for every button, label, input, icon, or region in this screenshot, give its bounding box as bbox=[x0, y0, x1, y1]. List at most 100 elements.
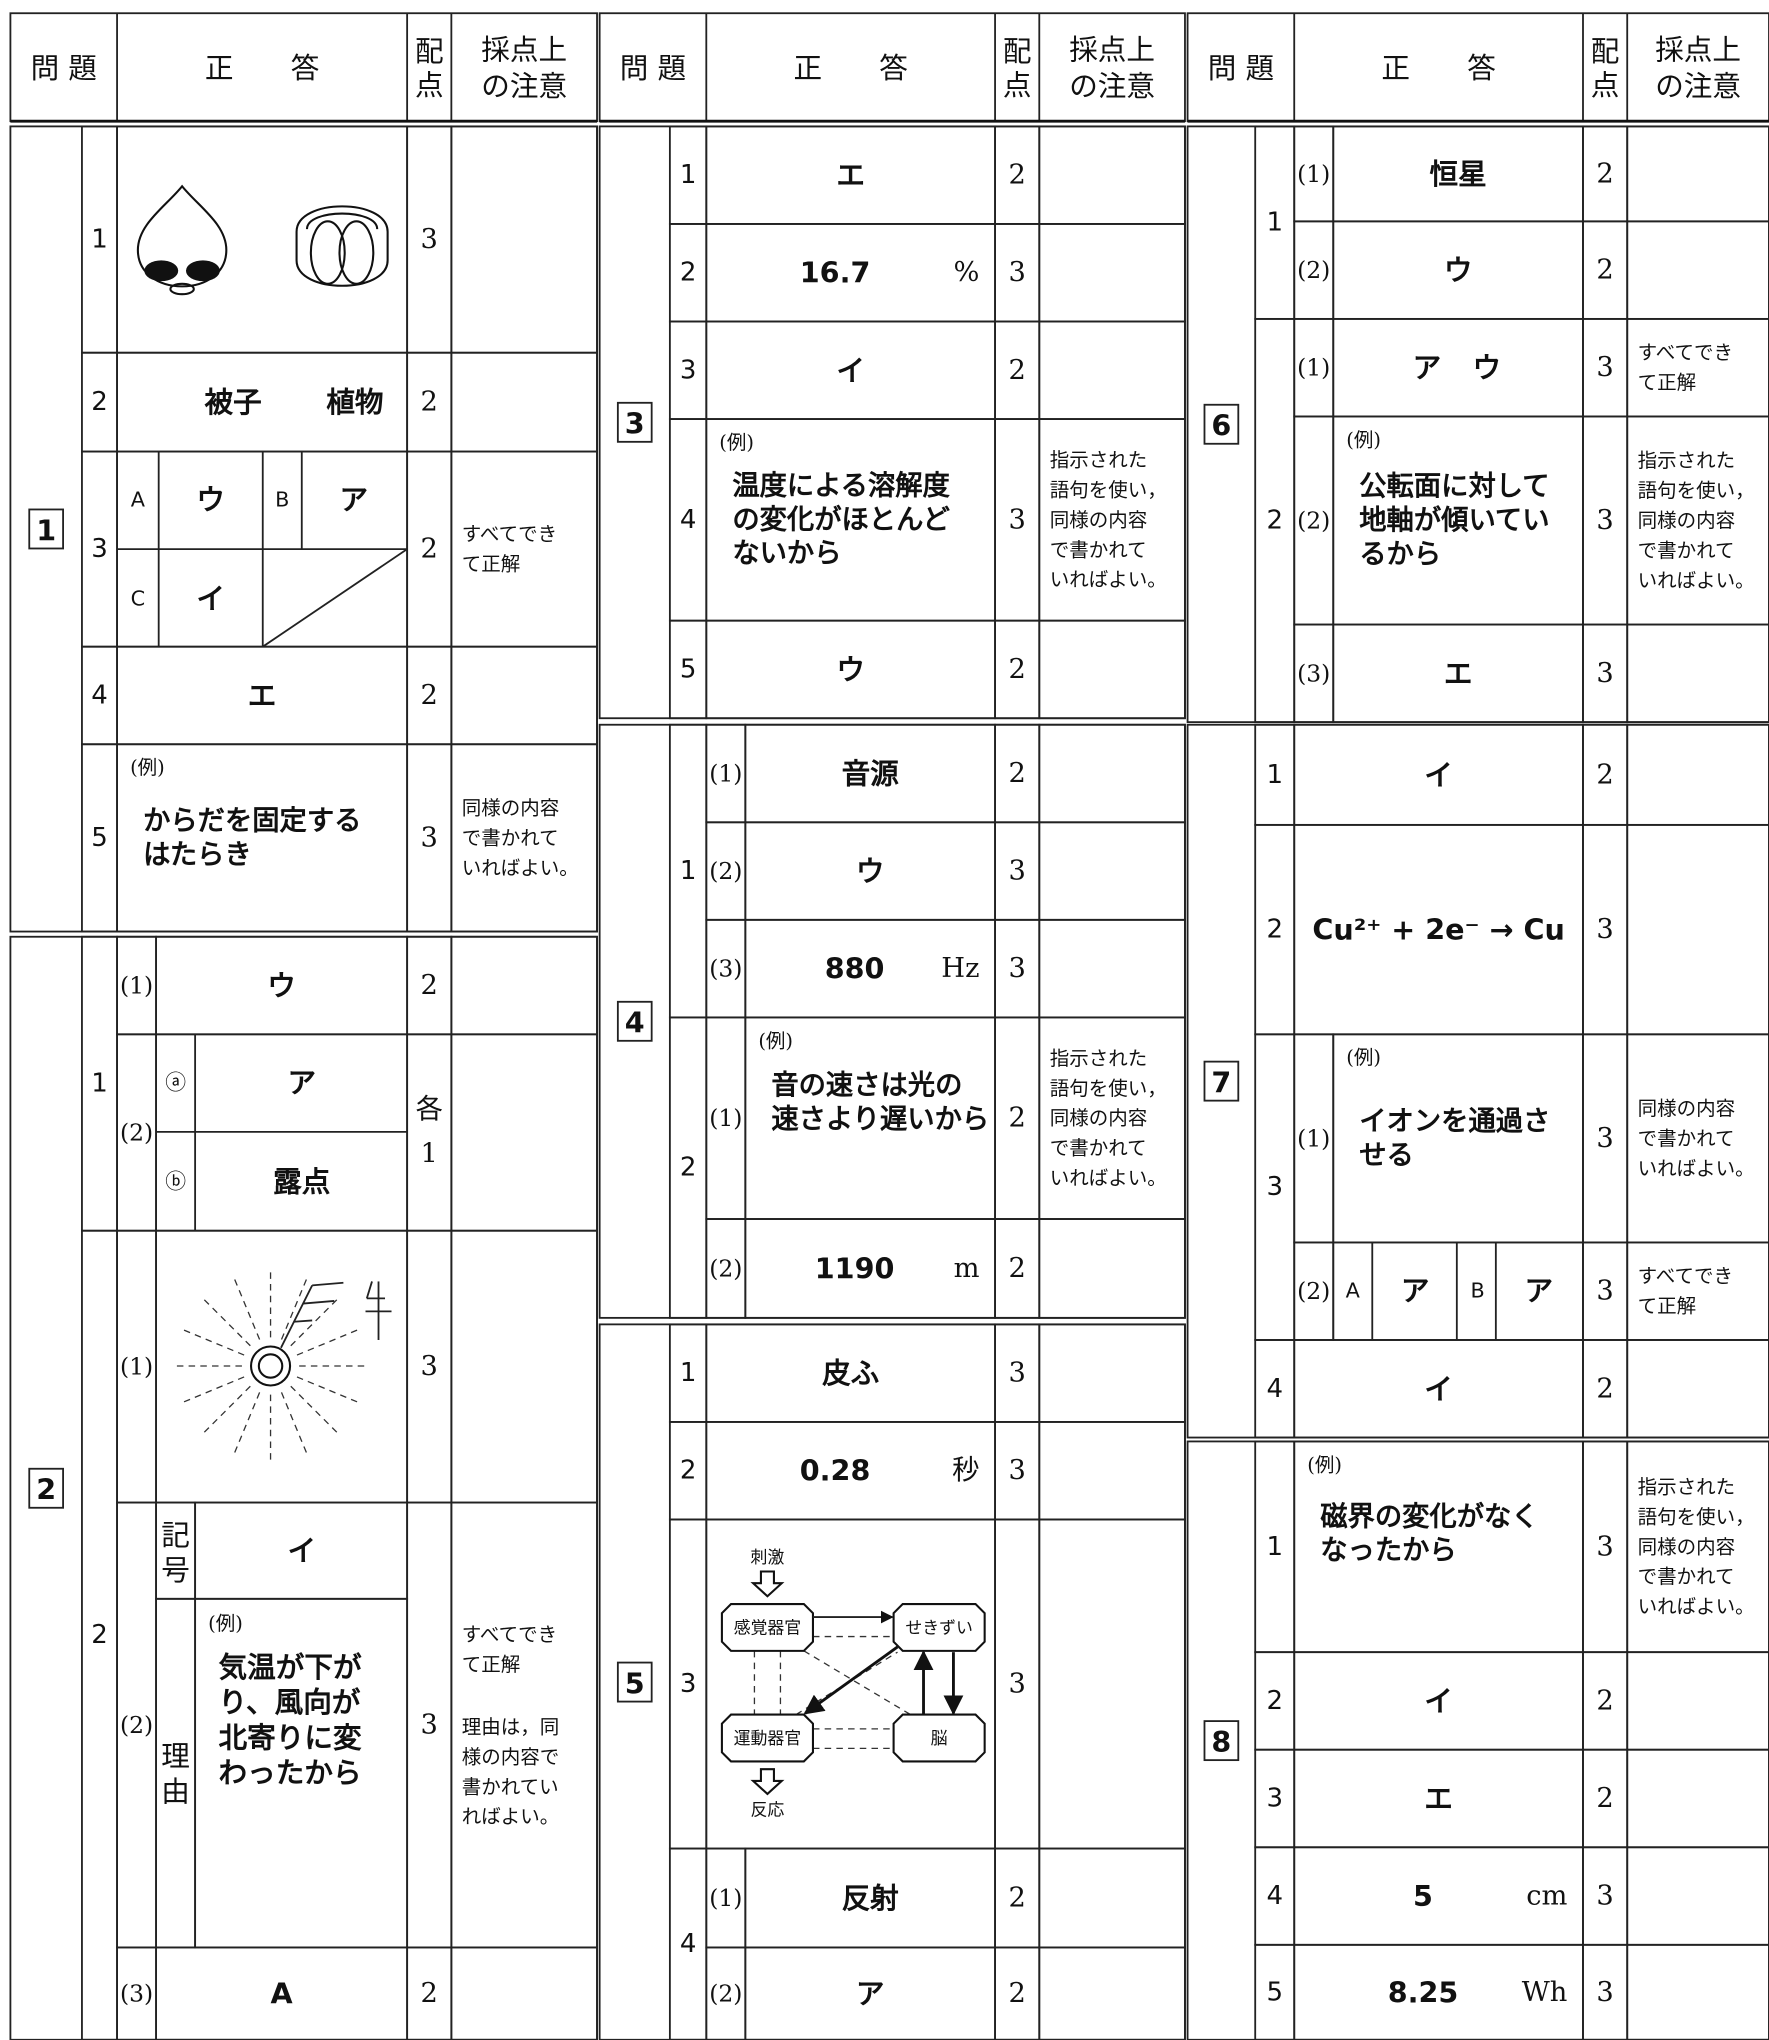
points: 2 bbox=[1008, 1882, 1025, 1913]
wind-barb bbox=[312, 1281, 344, 1287]
sub-number: (1) bbox=[709, 1104, 742, 1132]
note-cell bbox=[1626, 623, 1769, 724]
note: 書かれてい bbox=[462, 1775, 559, 1798]
points: 2 bbox=[1008, 160, 1025, 191]
note-cell bbox=[1038, 1218, 1186, 1319]
note: すべてでき bbox=[1638, 1265, 1733, 1288]
wind-barb bbox=[293, 1319, 313, 1323]
part-number: 3 bbox=[1266, 1783, 1283, 1813]
answer: イ bbox=[1424, 1684, 1453, 1718]
answer: Cu²⁺ + 2e⁻ → Cu bbox=[1312, 913, 1565, 947]
note: 理由は，同 bbox=[462, 1715, 560, 1738]
note: 様の内容で bbox=[462, 1745, 560, 1768]
points: 3 bbox=[1008, 1358, 1025, 1389]
question-label-box bbox=[28, 508, 64, 550]
points: 2 bbox=[421, 387, 438, 418]
points: 2 bbox=[1008, 654, 1025, 685]
part-number: 2 bbox=[91, 1620, 108, 1650]
answer: エ bbox=[1444, 656, 1473, 690]
note: て正解 bbox=[462, 553, 521, 576]
part-number: 1 bbox=[680, 1358, 697, 1388]
answer: ア bbox=[1401, 1274, 1430, 1308]
answer-label: A bbox=[131, 488, 146, 512]
header-notes: 採点上 bbox=[481, 33, 567, 67]
diagram-arrow bbox=[803, 1645, 899, 1715]
unit: 秒 bbox=[952, 1455, 979, 1486]
answer: イ bbox=[287, 1534, 316, 1568]
answer: 磁界の変化がなく bbox=[1320, 1500, 1538, 1532]
points: 2 bbox=[421, 1978, 438, 2009]
part-number: 1 bbox=[680, 856, 697, 886]
diagonal bbox=[262, 548, 408, 648]
part-number: 2 bbox=[1266, 1686, 1283, 1716]
cell-label: 由 bbox=[161, 1774, 190, 1808]
note: で書かれて bbox=[1638, 1565, 1735, 1588]
answer-label: B bbox=[275, 488, 289, 512]
part-number: 5 bbox=[680, 654, 697, 684]
part-number: 4 bbox=[680, 505, 697, 535]
answer: ウ bbox=[196, 483, 225, 517]
unit: Wh bbox=[1522, 1977, 1568, 2008]
part-number: 1 bbox=[680, 160, 697, 190]
note: 語句を使い， bbox=[1050, 478, 1167, 501]
points: 2 bbox=[1596, 1783, 1613, 1814]
answer: 音源 bbox=[842, 757, 900, 791]
points: 2 bbox=[1008, 758, 1025, 789]
seed-figure bbox=[295, 205, 389, 287]
seed-figure bbox=[136, 184, 228, 288]
diagram-label: せきずい bbox=[905, 1617, 973, 1637]
points: 3 bbox=[1596, 1881, 1613, 1912]
points: 3 bbox=[421, 822, 438, 853]
sub-number: (2) bbox=[120, 1119, 153, 1147]
note: すべてでき bbox=[1638, 341, 1733, 364]
answer: エ bbox=[836, 158, 865, 192]
diagram-box bbox=[892, 1602, 986, 1652]
part-number: 2 bbox=[680, 258, 697, 288]
sub-number: (3) bbox=[120, 1980, 153, 2008]
sub-number: (1) bbox=[120, 972, 153, 1000]
sub-number: (3) bbox=[709, 955, 742, 983]
sub-number: (1) bbox=[709, 1884, 742, 1912]
answer: 露点 bbox=[273, 1164, 330, 1198]
note: 指示された bbox=[1050, 1047, 1148, 1070]
answer: わったから bbox=[219, 1755, 362, 1789]
note: ればよい。 bbox=[462, 1805, 560, 1828]
header-question: 問 題 bbox=[1208, 51, 1274, 85]
points: 3 bbox=[1596, 1123, 1613, 1154]
answer-word: 被子 bbox=[203, 385, 261, 419]
answer: イ bbox=[196, 582, 225, 616]
answer: なったから bbox=[1320, 1535, 1456, 1566]
sub-number: (1) bbox=[1297, 1124, 1330, 1152]
seed-lobe bbox=[309, 220, 346, 285]
example: (例) bbox=[1346, 428, 1381, 451]
question-label-box bbox=[616, 401, 653, 443]
question-label: 1 bbox=[36, 513, 56, 547]
part-number: 2 bbox=[1266, 915, 1283, 945]
part-number: 1 bbox=[1266, 1532, 1283, 1562]
header-answer: 正 答 bbox=[1381, 51, 1495, 85]
points: 3 bbox=[1596, 1276, 1613, 1307]
points: 3 bbox=[1008, 257, 1025, 288]
question-label-box bbox=[616, 1000, 653, 1042]
question-label: 3 bbox=[625, 407, 645, 441]
seed-lobe bbox=[186, 260, 220, 282]
answer: ウ bbox=[856, 854, 885, 888]
note: いればよい。 bbox=[462, 856, 579, 879]
points: 2 bbox=[1596, 255, 1613, 286]
points: 3 bbox=[1596, 505, 1613, 536]
answer: 気温が下が bbox=[219, 1650, 362, 1684]
seed-lobe bbox=[144, 260, 179, 282]
note: で書かれて bbox=[1050, 1137, 1147, 1160]
points: 3 bbox=[1596, 914, 1613, 945]
question-label-box bbox=[28, 1467, 64, 1509]
sub-number: (2) bbox=[1297, 507, 1330, 535]
note: 語句を使い， bbox=[1638, 1505, 1755, 1528]
note: で書かれて bbox=[462, 826, 559, 849]
answer-value: 8.25 bbox=[1388, 1975, 1459, 2009]
points: 3 bbox=[1008, 1669, 1025, 1700]
answer-label: ⓐ bbox=[165, 1070, 186, 1094]
points: 2 bbox=[1008, 1103, 1025, 1134]
points: 2 bbox=[1008, 1978, 1025, 2009]
question-label-box bbox=[1203, 1060, 1240, 1102]
unit: % bbox=[954, 257, 980, 288]
